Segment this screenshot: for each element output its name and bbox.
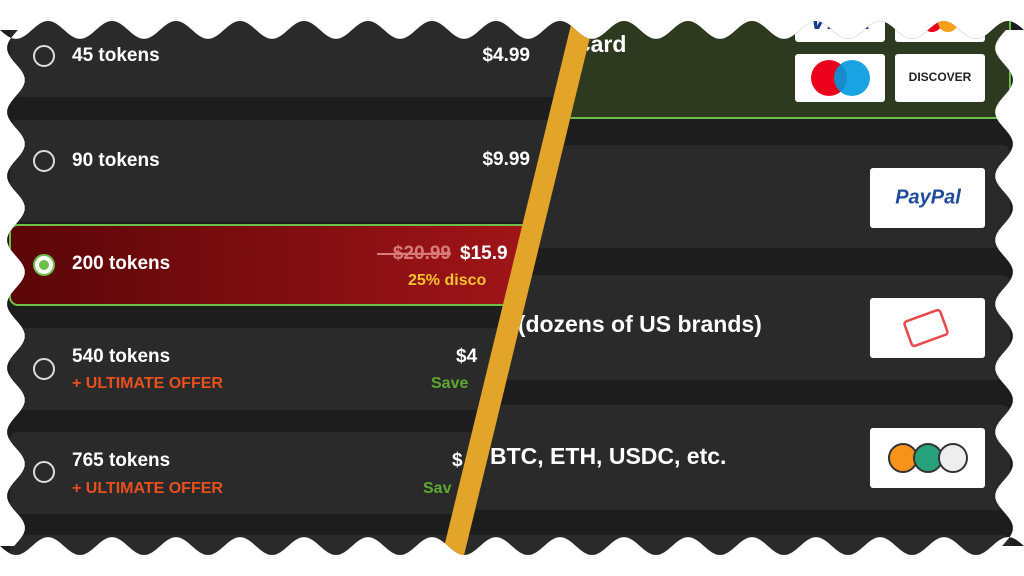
price: $9.99 [482, 149, 530, 170]
save: Sav [423, 480, 452, 497]
radio[interactable] [33, 45, 55, 67]
paypal-logo [870, 168, 985, 228]
method[interactable] [440, 145, 1010, 248]
token-name: 765 tokens [72, 450, 170, 471]
discount: 25% disco [408, 272, 486, 289]
price: $15.9 [460, 243, 508, 264]
token-name: 90 tokens [72, 150, 160, 171]
giftcard-shape [903, 308, 949, 348]
visa-text: VISA [810, 5, 871, 35]
logo-circle [834, 60, 870, 96]
price: $4 [456, 346, 478, 367]
row[interactable] [10, 432, 580, 514]
paypal-text: PayPal [895, 186, 961, 208]
price: $4.99 [482, 45, 530, 66]
logo-circle [938, 21, 958, 32]
row[interactable] [10, 328, 580, 410]
row[interactable] [10, 535, 580, 576]
price: $ [452, 450, 463, 471]
token-name: 200 tokens [72, 253, 170, 274]
token-name: 540 tokens [72, 346, 170, 367]
payment-methods: Card VISA DISCOVER PayPal l (dozens of U… [440, 5, 1011, 576]
discover-text: DISCOVER [909, 70, 972, 84]
method[interactable] [440, 535, 1010, 576]
method-label: l (dozens of US brands) [505, 311, 762, 337]
radio-dot [39, 260, 49, 270]
visa-logo [795, 21, 885, 42]
eth-icon [938, 443, 968, 473]
method[interactable] [440, 405, 1010, 510]
offer: + ULTIMATE OFFER [72, 375, 223, 392]
btc-icon [888, 443, 918, 473]
save: Save [431, 375, 468, 392]
token-name: 45 tokens [72, 45, 160, 66]
radio[interactable] [33, 461, 55, 483]
offer: + ULTIMATE OFFER [72, 480, 223, 497]
logo-circle [922, 21, 942, 32]
radio[interactable] [33, 358, 55, 380]
radio[interactable] [33, 150, 55, 172]
discover-logo [895, 54, 985, 102]
method[interactable] [440, 275, 1010, 380]
row[interactable] [10, 120, 580, 222]
usdt-icon [913, 443, 943, 473]
mastercard-logo [895, 21, 985, 42]
divider-stripe [437, 21, 599, 555]
giftcard-icon [870, 298, 985, 358]
method-label: BTC, ETH, USDC, etc. [490, 443, 726, 469]
